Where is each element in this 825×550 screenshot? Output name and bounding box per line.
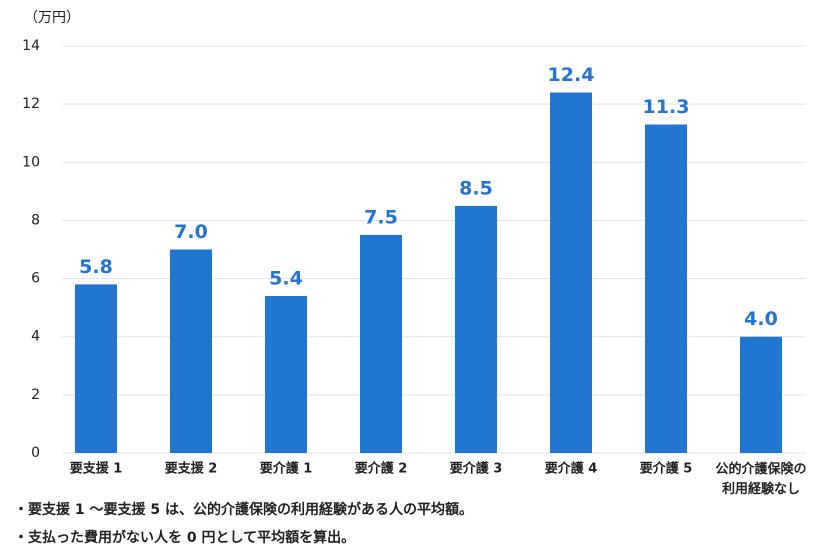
x-tick-label: 要支援 2: [165, 461, 218, 477]
x-tick-label: 要介護 3: [450, 461, 503, 477]
value-label: 7.5: [364, 206, 398, 228]
note: ・要支援 1 ～要支援 5 は、公的介護保険の利用経験がある人の平均額。: [14, 501, 473, 518]
x-tick-label: 要介護 2: [355, 461, 408, 477]
bar: [455, 205, 497, 453]
x-tick-label: 要介護 4: [545, 461, 598, 477]
value-label: 8.5: [459, 177, 493, 199]
bar: [75, 284, 117, 453]
bar: [360, 234, 402, 453]
y-tick-label: 10: [22, 154, 40, 170]
bar: [265, 296, 307, 453]
value-label: 7.0: [174, 221, 208, 243]
x-tick-label: 公的介護保険の利用経験なし: [715, 461, 806, 497]
y-tick-label: 6: [31, 271, 40, 287]
y-tick-label: 0: [31, 445, 40, 461]
bar: [170, 249, 212, 453]
bar: [645, 124, 687, 453]
y-tick-label: 8: [31, 212, 40, 228]
bar: [740, 336, 782, 453]
x-tick-label: 要介護 1: [260, 461, 313, 477]
y-tick-label: 4: [31, 329, 40, 345]
x-tick-label: 要支援 1: [70, 461, 123, 477]
y-tick-label: 2: [31, 387, 40, 403]
value-label: 5.4: [269, 268, 303, 290]
y-tick-label: 12: [22, 96, 40, 112]
value-label: 12.4: [548, 64, 595, 86]
value-label: 4.0: [744, 308, 778, 330]
value-label: 11.3: [643, 96, 690, 118]
bar: [550, 92, 592, 453]
value-label: 5.8: [79, 256, 113, 278]
x-tick-label: 要介護 5: [640, 461, 693, 477]
y-axis-label: （万円）: [24, 10, 80, 26]
y-tick-label: 14: [22, 38, 40, 54]
note: ・支払った費用がない人を 0 円として平均額を算出。: [14, 529, 355, 546]
